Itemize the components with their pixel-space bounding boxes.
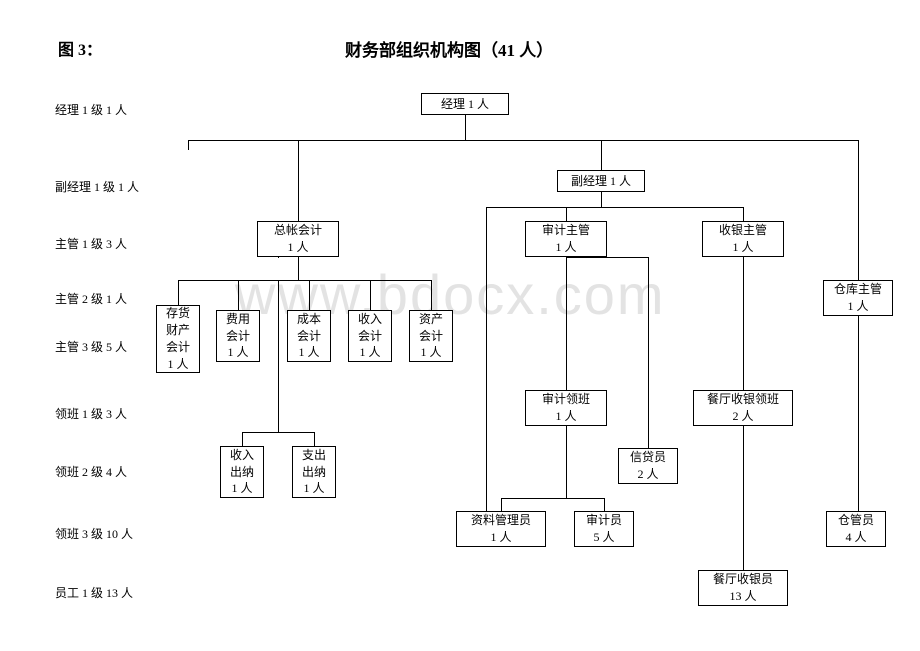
connector xyxy=(858,140,859,280)
connector xyxy=(743,426,744,570)
row-label: 领班 2 级 4 人 xyxy=(55,463,127,480)
node-rest-cash-lead: 餐厅收银领班2 人 xyxy=(693,390,793,426)
node-auditor: 审计员5 人 xyxy=(574,511,634,547)
connector xyxy=(601,192,602,207)
connector xyxy=(278,257,279,258)
node-cashier-mgr: 收银主管1 人 xyxy=(702,221,784,257)
connector xyxy=(309,280,310,310)
connector xyxy=(465,115,466,140)
connector xyxy=(278,280,279,432)
node-audit-mgr: 审计主管1 人 xyxy=(525,221,607,257)
node-warehouse-clerk: 仓管员4 人 xyxy=(826,511,886,547)
row-label: 副经理 1 级 1 人 xyxy=(55,178,139,195)
connector xyxy=(242,432,314,433)
node-chief-acct: 总帐会计1 人 xyxy=(257,221,339,257)
node-rest-cashier: 餐厅收银员13 人 xyxy=(698,570,788,606)
row-label: 主管 3 级 5 人 xyxy=(55,338,127,355)
row-label: 主管 2 级 1 人 xyxy=(55,290,127,307)
row-label: 领班 1 级 3 人 xyxy=(55,405,127,422)
node-credit: 信贷员2 人 xyxy=(618,448,678,484)
row-label: 经理 1 级 1 人 xyxy=(55,101,127,118)
connector xyxy=(431,280,432,310)
connector xyxy=(566,257,648,258)
node-asset-acct: 资产会计1 人 xyxy=(409,310,453,362)
connector xyxy=(501,498,604,499)
connector xyxy=(242,432,243,446)
connector xyxy=(743,257,744,390)
connector xyxy=(298,257,299,280)
connector xyxy=(238,280,239,310)
connector xyxy=(178,280,431,281)
node-inv-acct: 存货财产会计1 人 xyxy=(156,305,200,373)
connector xyxy=(178,280,179,305)
connector xyxy=(188,140,189,150)
row-label: 领班 3 级 10 人 xyxy=(55,525,133,542)
node-rev-acct: 收入会计1 人 xyxy=(348,310,392,362)
connector xyxy=(486,207,487,511)
connector xyxy=(743,207,744,221)
node-exp-acct: 费用会计1 人 xyxy=(216,310,260,362)
node-deputy: 副经理 1 人 xyxy=(557,170,645,192)
figure-label: 图 3： xyxy=(58,36,102,60)
connector xyxy=(370,280,371,310)
connector xyxy=(486,207,743,208)
connector xyxy=(566,426,567,498)
connector xyxy=(314,432,315,446)
connector xyxy=(298,140,299,221)
connector xyxy=(566,207,567,221)
connector xyxy=(858,316,859,511)
connector xyxy=(601,140,602,170)
row-label: 员工 1 级 13 人 xyxy=(55,584,133,601)
connector xyxy=(188,140,858,141)
chart-title: 财务部组织机构图（41 人） xyxy=(345,36,553,61)
connector xyxy=(648,257,649,448)
connector xyxy=(501,498,502,511)
row-label: 主管 1 级 3 人 xyxy=(55,235,127,252)
connector xyxy=(566,257,567,390)
node-exp-cashier: 支出出纳1 人 xyxy=(292,446,336,498)
node-audit-lead: 审计领班1 人 xyxy=(525,390,607,426)
node-warehouse-mgr: 仓库主管1 人 xyxy=(823,280,893,316)
node-manager: 经理 1 人 xyxy=(421,93,509,115)
connector xyxy=(604,498,605,511)
node-rev-cashier: 收入出纳1 人 xyxy=(220,446,264,498)
node-cost-acct: 成本会计1 人 xyxy=(287,310,331,362)
node-doc-admin: 资料管理员1 人 xyxy=(456,511,546,547)
